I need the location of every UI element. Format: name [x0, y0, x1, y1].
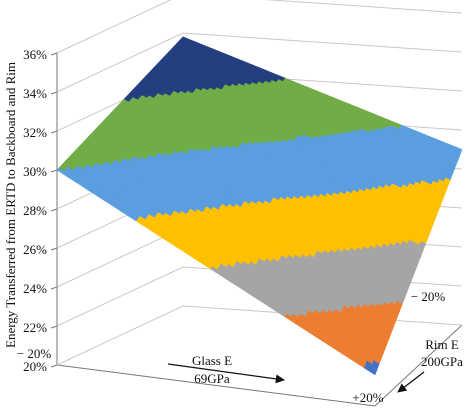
tick-mark — [50, 325, 58, 329]
y-tick-label: 20% — [23, 359, 47, 374]
tick-mark — [50, 286, 58, 290]
y-tick-label: 26% — [23, 242, 47, 257]
z-tick-label: +20% — [352, 390, 383, 405]
grid-line — [56, 32, 463, 93]
z-axis-label: 200GPa — [421, 354, 463, 369]
grid-line — [56, 0, 463, 54]
tick-mark — [50, 130, 58, 134]
y-tick-label: 24% — [23, 281, 47, 296]
tick-mark — [50, 169, 58, 173]
y-tick-label: 28% — [23, 203, 47, 218]
x-tick-label: − 20% — [17, 346, 52, 361]
grid-line — [56, 305, 463, 366]
tick-mark — [50, 52, 58, 56]
y-tick-label: 34% — [23, 86, 47, 101]
x-axis-label: Glass E — [192, 353, 232, 368]
x-axis-label: 69GPa — [194, 371, 230, 386]
x-axis-arrow — [167, 363, 285, 384]
y-tick-label: 32% — [23, 125, 47, 140]
z-axis-label: Rim E — [425, 337, 459, 352]
z-axis-arrow — [397, 371, 425, 393]
tick-mark — [50, 247, 58, 251]
y-tick-label: 36% — [23, 47, 47, 62]
floor-edge — [56, 324, 463, 407]
y-axis-label: Energy Transferred from ERTD to Backboar… — [3, 62, 18, 348]
labels: 20% 22% 24% 26% 28% 30% 32% 34% 36% − 20% +20% − 20… — [17, 47, 446, 405]
tick-mark — [50, 364, 58, 368]
tick-mark — [50, 91, 58, 95]
y-tick-label: 30% — [23, 164, 47, 179]
tick-mark — [50, 208, 58, 212]
y-tick-label: 22% — [23, 320, 47, 335]
surface-cell — [455, 147, 463, 154]
surface — [56, 36, 463, 376]
z-tick-label: − 20% — [411, 289, 446, 304]
